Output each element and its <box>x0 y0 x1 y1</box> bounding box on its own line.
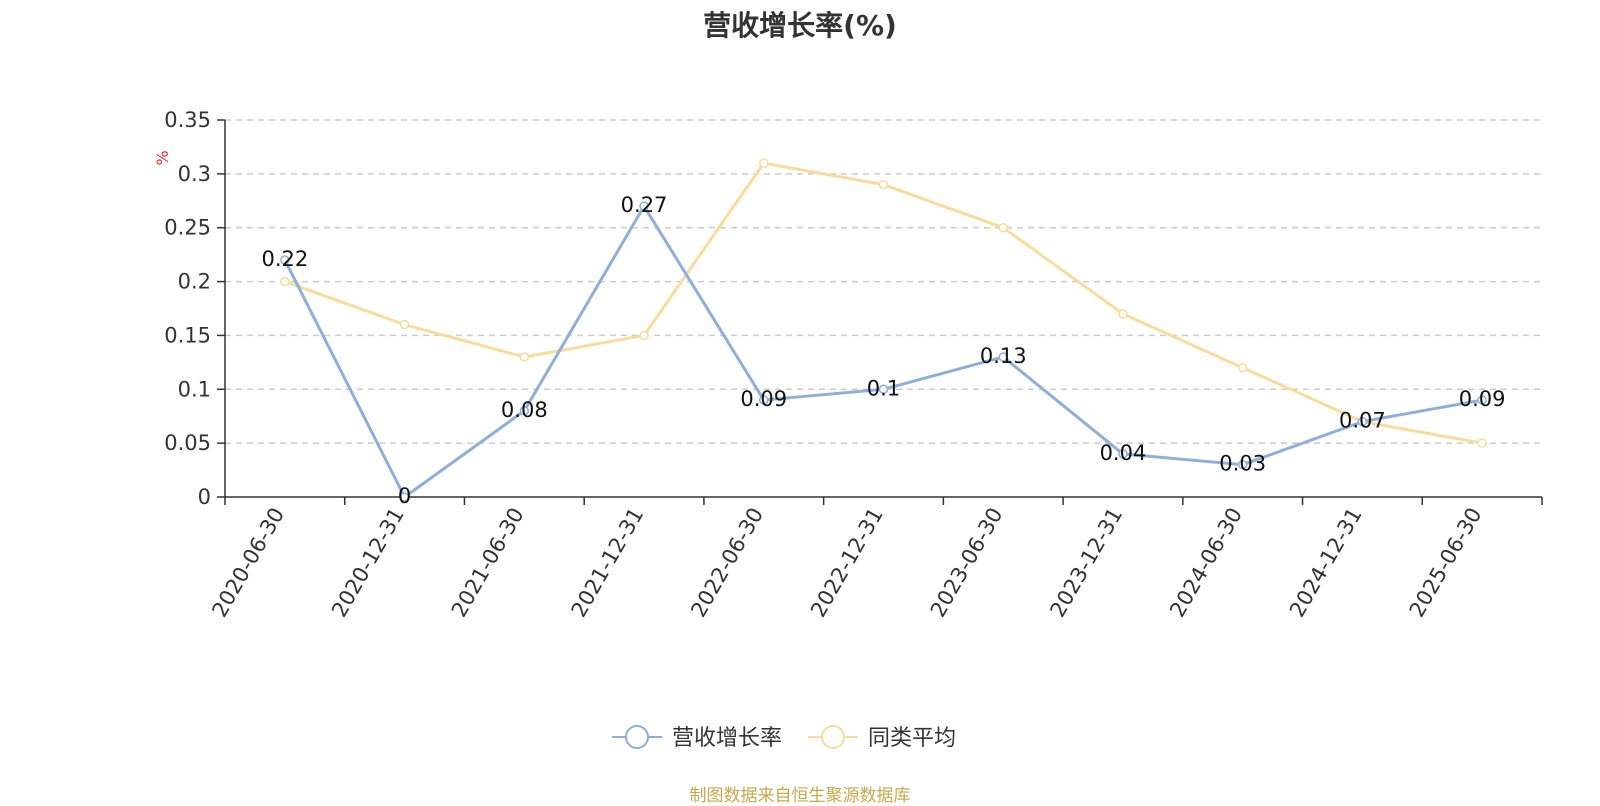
data-point <box>1118 449 1128 459</box>
x-tick-label: 2023-06-30 <box>926 504 1008 622</box>
legend-label: 营收增长率 <box>672 726 782 751</box>
x-tick-label: 2025-06-30 <box>1405 504 1487 622</box>
x-tick-label: 2021-12-31 <box>567 504 649 622</box>
data-point <box>759 395 769 405</box>
legend-marker <box>821 725 845 749</box>
data-point <box>998 352 1008 362</box>
y-tick-label: 0.3 <box>178 162 211 186</box>
data-point <box>1357 416 1368 427</box>
data-label: 0.04 <box>1100 441 1147 465</box>
data-label: 0.09 <box>1459 387 1506 411</box>
x-tick-label: 2020-06-30 <box>207 504 289 622</box>
x-tick-label: 2023-12-31 <box>1045 504 1127 622</box>
data-point <box>1237 459 1248 470</box>
data-point <box>639 201 649 211</box>
data-point <box>639 330 649 341</box>
data-label: 0.07 <box>1339 409 1386 433</box>
data-label: 0.27 <box>621 193 668 217</box>
x-tick-label: 2024-12-31 <box>1285 504 1367 622</box>
data-point <box>399 492 410 502</box>
data-point <box>759 158 769 168</box>
chart-title: 营收增长率(%) <box>703 9 897 42</box>
data-point <box>998 222 1008 233</box>
data-label: 0.08 <box>501 398 548 422</box>
data-label: 0.13 <box>980 344 1027 368</box>
y-tick-label: 0.05 <box>164 431 211 455</box>
axes: 0 0.05 0.1 0.15 0.2 0.25 0.3 0.35 2020-06-30 2020… <box>164 108 1543 622</box>
data-label: 0.03 <box>1219 452 1266 476</box>
legend-label: 同类平均 <box>868 726 956 751</box>
data-point <box>878 179 889 190</box>
data-point <box>1477 438 1487 448</box>
data-point <box>399 319 410 330</box>
data-point <box>280 276 290 287</box>
y-tick-label: 0.15 <box>164 323 211 347</box>
legend-marker <box>625 725 649 749</box>
y-tick-label: 0.25 <box>164 216 211 240</box>
x-tick-label: 2022-12-31 <box>806 504 888 622</box>
y-tick-label: 0.35 <box>164 108 211 132</box>
legend-item[interactable]: 同类平均 <box>808 725 956 751</box>
y-axis-unit-label: % <box>153 150 172 165</box>
x-tick-label: 2020-12-31 <box>327 504 409 622</box>
series-lines <box>280 158 1487 502</box>
x-tick-label: 2021-06-30 <box>447 504 529 622</box>
data-point <box>519 352 530 362</box>
legend[interactable]: 营收增长率 同类平均 <box>612 725 956 751</box>
x-tick-label: 2022-06-30 <box>686 504 768 622</box>
data-point <box>878 384 889 395</box>
data-point <box>1477 395 1487 405</box>
data-point <box>1237 362 1248 373</box>
x-tick-label: 2024-06-30 <box>1165 504 1247 622</box>
data-label: 0 <box>398 484 411 508</box>
y-tick-label: 0.2 <box>178 270 211 294</box>
source-note: 制图数据来自恒生聚源数据库 <box>689 786 911 806</box>
y-tick-label: 0 <box>198 485 211 509</box>
series-line <box>284 161 1483 445</box>
series-line <box>283 204 1483 499</box>
data-label: 0.09 <box>740 387 787 411</box>
data-label: 0.1 <box>867 376 900 400</box>
data-point <box>1118 309 1128 319</box>
data-labels: 0.22 0 0.08 0.27 0.09 0.1 0.13 0.04 0.03 0.07 0.09 <box>261 193 1505 508</box>
data-point <box>519 406 530 416</box>
data-point <box>280 255 290 265</box>
legend-item[interactable]: 营收增长率 <box>612 725 782 751</box>
y-tick-label: 0.1 <box>178 377 211 401</box>
data-label: 0.22 <box>261 247 308 271</box>
